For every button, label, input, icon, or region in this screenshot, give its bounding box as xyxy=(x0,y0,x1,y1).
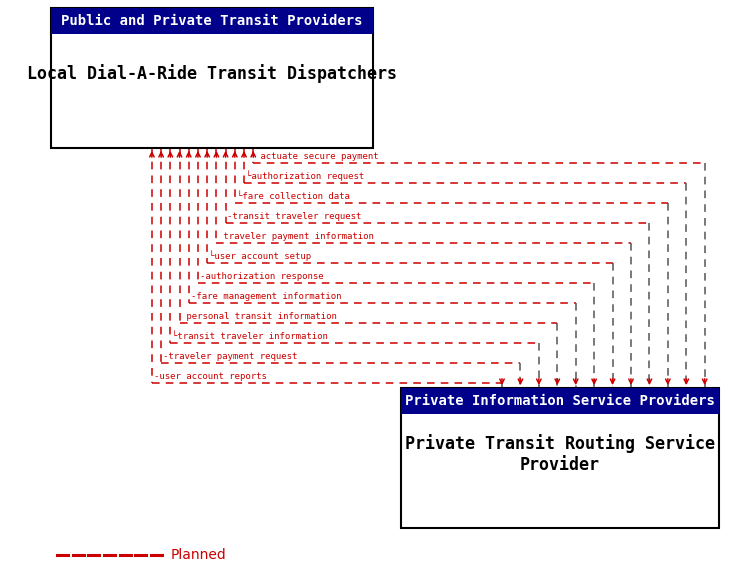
Text: Private Transit Routing Service
Provider: Private Transit Routing Service Provider xyxy=(405,434,714,474)
Bar xyxy=(50,8,373,148)
Text: Planned: Planned xyxy=(170,548,226,562)
Text: personal transit information: personal transit information xyxy=(182,312,337,321)
Bar xyxy=(50,8,373,34)
Text: traveler payment information: traveler payment information xyxy=(219,232,374,241)
Text: └transit traveler information: └transit traveler information xyxy=(172,332,328,341)
Text: └fare collection data: └fare collection data xyxy=(236,192,350,201)
Text: -traveler payment request: -traveler payment request xyxy=(163,352,297,361)
Text: └user account setup: └user account setup xyxy=(209,250,311,261)
Bar xyxy=(401,388,719,528)
Text: └authorization request: └authorization request xyxy=(246,170,364,181)
Text: Private Information Service Providers: Private Information Service Providers xyxy=(405,394,714,408)
Text: Public and Private Transit Providers: Public and Private Transit Providers xyxy=(61,14,362,28)
Text: -transit traveler request: -transit traveler request xyxy=(227,212,362,221)
Text: -fare management information: -fare management information xyxy=(190,292,341,301)
Text: actuate secure payment: actuate secure payment xyxy=(255,152,379,161)
Text: -authorization response: -authorization response xyxy=(200,272,323,281)
Bar xyxy=(401,388,719,414)
Text: -user account reports: -user account reports xyxy=(153,372,267,381)
Text: Local Dial-A-Ride Transit Dispatchers: Local Dial-A-Ride Transit Dispatchers xyxy=(27,64,396,84)
